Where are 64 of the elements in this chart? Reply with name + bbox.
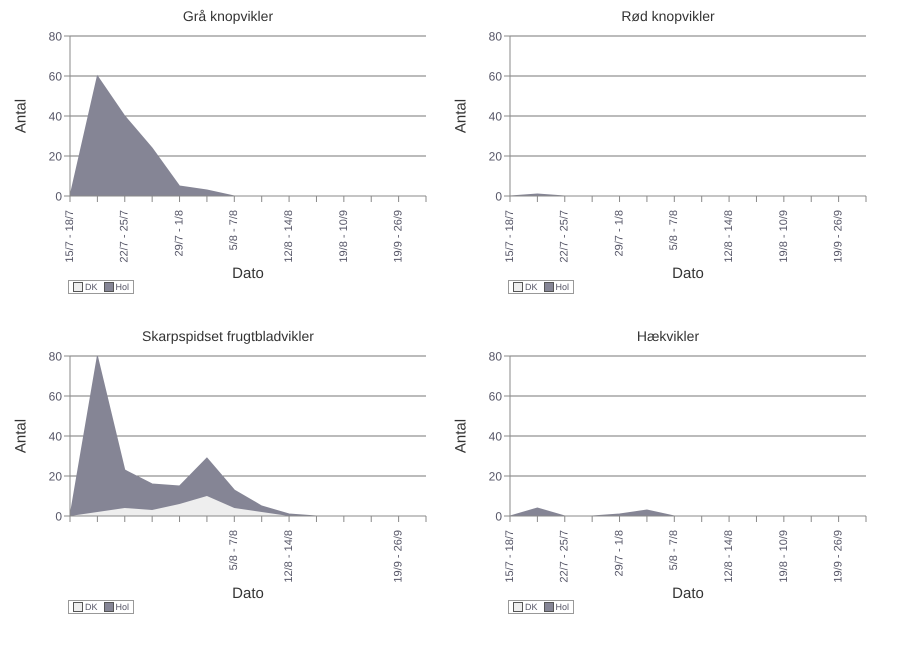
x-tick-label: 12/8 - 14/8 [282, 210, 295, 263]
y-tick-label: 20 [48, 469, 62, 484]
x-tick-label: 5/8 - 7/8 [228, 210, 240, 250]
y-tick-label: 60 [48, 69, 62, 84]
y-tick-label: 40 [488, 109, 502, 124]
x-tick-label: 19/9 - 26/9 [392, 530, 405, 583]
x-tick-label: 12/8 - 14/8 [282, 530, 295, 583]
x-tick-label: 19/9 - 26/9 [832, 530, 845, 583]
y-tick-label: 60 [488, 389, 502, 404]
x-tick-label: 19/8 - 10/9 [338, 210, 350, 263]
y-tick-label: 80 [488, 29, 502, 44]
y-tick-label: 0 [55, 509, 62, 524]
x-tick-label: 5/8 - 7/8 [228, 530, 240, 570]
x-tick-label: 19/8 - 10/9 [778, 530, 790, 583]
y-tick-label: 60 [488, 69, 502, 84]
y-tick-label: 20 [488, 469, 502, 484]
x-tick-label: 19/8 - 10/9 [778, 210, 790, 263]
x-tick-label: 15/7 - 18/7 [64, 210, 76, 263]
legend-label: DK [84, 602, 98, 612]
x-tick-label: 5/8 - 7/8 [668, 530, 680, 570]
y-tick-label: 80 [488, 349, 502, 364]
x-axis-title: Dato [672, 265, 704, 282]
y-tick-label: 0 [55, 189, 62, 204]
y-tick-label: 40 [48, 429, 62, 444]
y-tick-label: 20 [48, 149, 62, 164]
y-axis-title: Antal [12, 98, 30, 134]
chart-title: Hækvikler [636, 328, 700, 346]
y-tick-label: 40 [488, 429, 502, 444]
x-tick-label: 12/8 - 14/8 [722, 210, 735, 263]
legend-label: Hol [114, 602, 130, 612]
chart-title: Rød knopvikler [620, 8, 716, 26]
y-axis-title: Antal [12, 418, 30, 454]
x-tick-label: 22/7 - 25/7 [118, 210, 131, 263]
chart-title: Grå knopvikler [182, 8, 274, 26]
y-tick-label: 40 [48, 109, 62, 124]
x-tick-label: 15/7 - 18/7 [504, 210, 516, 263]
x-tick-label: 29/7 - 1/8 [613, 530, 626, 576]
y-tick-label: 0 [495, 189, 502, 204]
x-tick-label: 15/7 - 18/7 [504, 530, 516, 583]
x-axis-title: Dato [232, 585, 264, 602]
x-axis-title: Dato [232, 265, 264, 282]
y-tick-label: 80 [48, 29, 62, 44]
y-tick-label: 0 [495, 509, 502, 524]
x-tick-label: 19/9 - 26/9 [392, 210, 405, 263]
chart-title: Skarpspidset frugtbladvikler [141, 328, 315, 346]
legend-label: DK [84, 282, 98, 292]
x-tick-label: 29/7 - 1/8 [173, 210, 186, 256]
legend-label: Hol [114, 282, 130, 292]
y-tick-label: 20 [488, 149, 502, 164]
y-tick-label: 80 [48, 349, 62, 364]
y-tick-label: 60 [48, 389, 62, 404]
x-tick-label: 22/7 - 25/7 [558, 210, 571, 263]
x-tick-label: 12/8 - 14/8 [722, 530, 735, 583]
x-tick-label: 29/7 - 1/8 [613, 210, 626, 256]
y-axis-title: Antal [452, 98, 470, 134]
x-tick-label: 19/9 - 26/9 [832, 210, 845, 263]
legend-label: Hol [554, 282, 570, 292]
x-tick-label: 22/7 - 25/7 [558, 530, 571, 583]
legend-label: DK [524, 602, 538, 612]
y-axis-title: Antal [452, 418, 470, 454]
legend-label: DK [524, 282, 538, 292]
x-tick-label: 5/8 - 7/8 [668, 210, 680, 250]
x-axis-title: Dato [672, 585, 704, 602]
legend-label: Hol [554, 602, 570, 612]
